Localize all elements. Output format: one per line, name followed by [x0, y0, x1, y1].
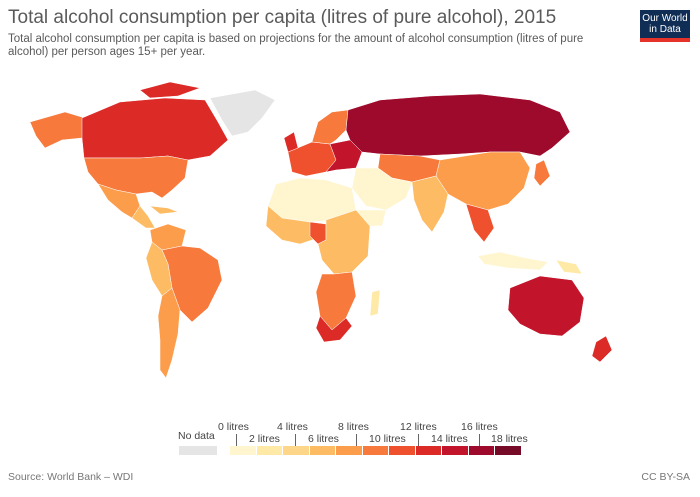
region-india[interactable]: [411, 175, 449, 233]
legend-swatch-2[interactable]: [283, 446, 310, 455]
region-australia[interactable]: [507, 275, 585, 337]
legend-swatch-9[interactable]: [468, 446, 495, 455]
logo-line-1: Our World: [642, 13, 688, 24]
legend-swatch-no-data[interactable]: [179, 446, 218, 455]
legend-upper-label: 12 litres: [400, 421, 437, 433]
region-arctic-islands[interactable]: [139, 81, 201, 99]
legend-upper-label: 0 litres: [218, 421, 249, 433]
legend-tick: [236, 434, 237, 446]
legend-tick: [356, 434, 357, 446]
region-united-kingdom[interactable]: [283, 131, 299, 153]
region-nigeria[interactable]: [309, 221, 327, 245]
region-indonesia[interactable]: [477, 251, 549, 271]
region-canada[interactable]: [81, 97, 229, 161]
region-south-africa[interactable]: [315, 315, 353, 343]
region-west-africa[interactable]: [265, 205, 319, 245]
region-scandinavia[interactable]: [311, 109, 349, 145]
region-china[interactable]: [435, 151, 531, 211]
legend-lower-label: 2 litres: [249, 433, 280, 445]
region-greenland[interactable]: [209, 89, 276, 137]
source-note[interactable]: Source: World Bank – WDI: [8, 471, 134, 483]
chart-title: Total alcohol consumption per capita (li…: [8, 7, 557, 28]
legend-swatch-5[interactable]: [362, 446, 389, 455]
legend-upper-label: 8 litres: [338, 421, 369, 433]
legend-swatch-3[interactable]: [309, 446, 336, 455]
legend-swatch-0[interactable]: [230, 446, 257, 455]
owid-logo[interactable]: Our World in Data: [640, 10, 690, 42]
legend-tick: [479, 434, 480, 446]
legend-tick: [295, 434, 296, 446]
legend-no-data-label: No data: [178, 430, 215, 442]
legend-swatch-6[interactable]: [389, 446, 416, 455]
region-middle-east[interactable]: [351, 167, 413, 211]
legend-lower-label: 10 litres: [369, 433, 406, 445]
legend-swatch-10[interactable]: [495, 446, 522, 455]
region-papua-new-guinea[interactable]: [555, 259, 583, 275]
region-russia[interactable]: [345, 93, 571, 157]
region-horn-of-africa[interactable]: [355, 209, 387, 227]
region-southern-cone[interactable]: [157, 287, 181, 379]
legend-tick: [418, 434, 419, 446]
legend-upper-label: 4 litres: [277, 421, 308, 433]
legend-swatch-7[interactable]: [415, 446, 442, 455]
chart-subtitle: Total alcohol consumption per capita is …: [8, 33, 584, 58]
logo-line-2: in Data: [649, 24, 681, 35]
legend-upper-label: 16 litres: [461, 421, 498, 433]
legend-lower-label: 18 litres: [491, 433, 528, 445]
region-caribbean[interactable]: [149, 205, 179, 215]
region-southeast-asia[interactable]: [465, 203, 495, 243]
region-new-zealand[interactable]: [591, 335, 613, 363]
license-note[interactable]: CC BY-SA: [641, 471, 690, 483]
region-usa[interactable]: [83, 155, 189, 199]
legend-swatch-8[interactable]: [442, 446, 469, 455]
legend-swatch-4[interactable]: [336, 446, 363, 455]
legend-lower-label: 14 litres: [431, 433, 468, 445]
region-central-america[interactable]: [131, 205, 156, 229]
legend-swatch-1[interactable]: [256, 446, 283, 455]
color-legend: No data 0 litres 4 litres 8 litres 12 litre…: [0, 418, 700, 458]
region-alaska[interactable]: [29, 111, 86, 149]
region-madagascar[interactable]: [369, 289, 381, 317]
world-map: [29, 81, 613, 379]
region-japan-korea[interactable]: [533, 159, 551, 187]
logo-accent-bar: [640, 38, 690, 42]
legend-lower-label: 6 litres: [308, 433, 339, 445]
